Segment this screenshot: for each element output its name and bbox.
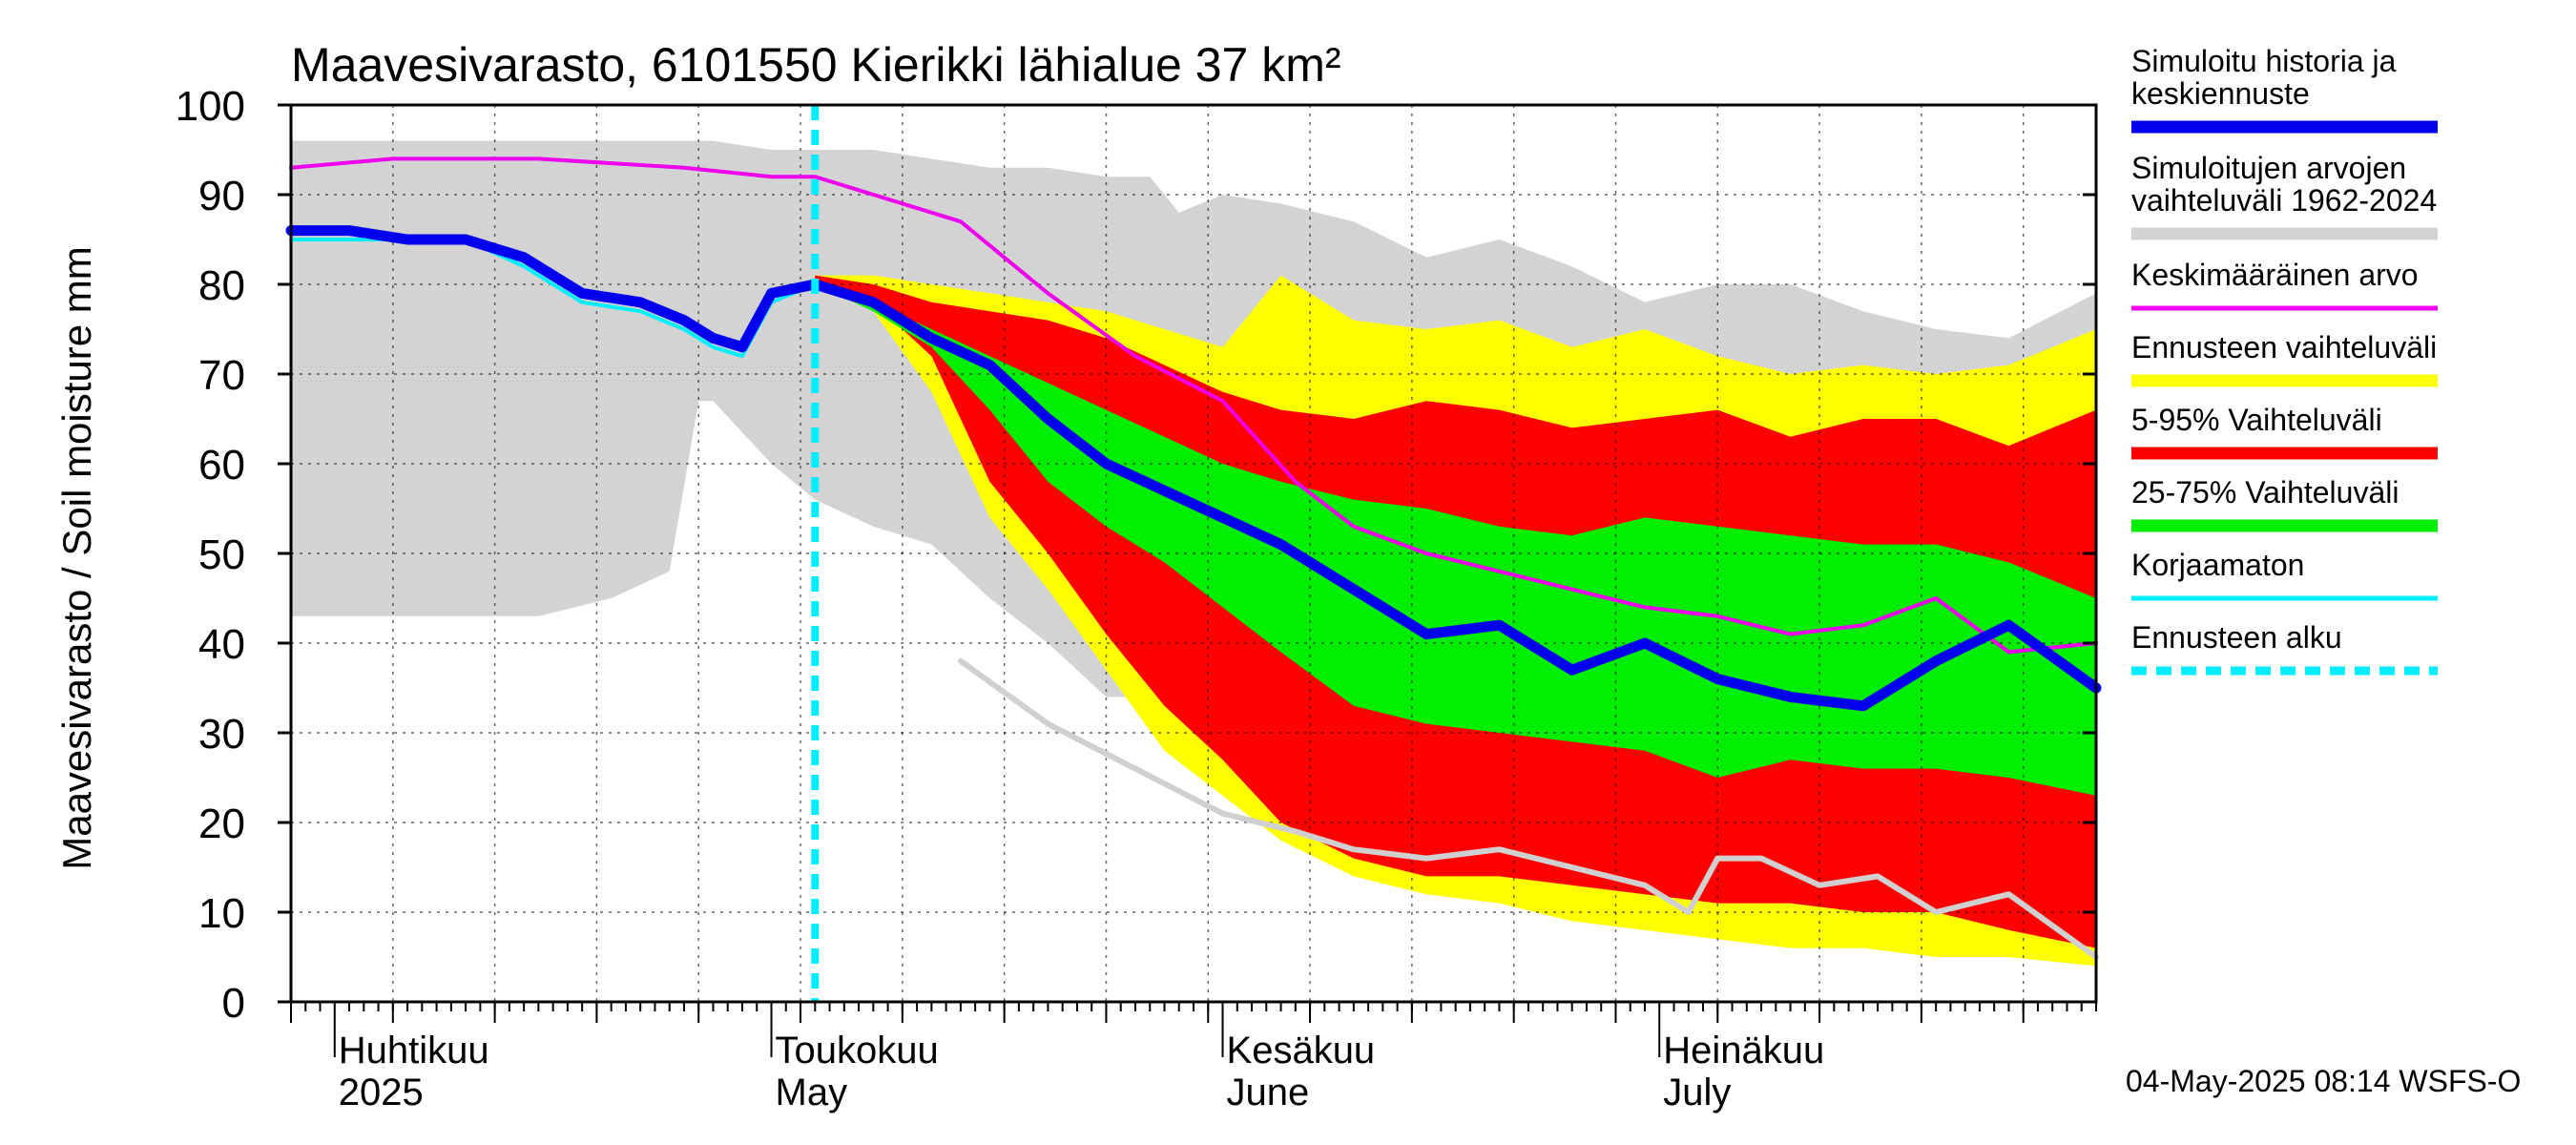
x-month-sublabel: June	[1227, 1072, 1310, 1114]
plot-area	[285, 105, 2102, 1002]
legend-label: Ennusteen vaihteluväli	[2131, 330, 2437, 364]
y-tick-label: 80	[198, 262, 245, 309]
mean-line	[289, 156, 2098, 655]
timestamp: 04-May-2025 08:14 WSFS-O	[2126, 1064, 2521, 1098]
y-tick-label: 100	[176, 83, 245, 130]
legend-label: vaihteluväli 1962-2024	[2131, 183, 2437, 218]
x-month-sublabel: July	[1663, 1072, 1731, 1114]
y-axis-label: Maavesivarasto / Soil moisture mm	[54, 246, 99, 870]
legend-label: keskiennuste	[2131, 76, 2310, 111]
legend-label: Simuloitujen arvojen	[2131, 151, 2406, 185]
legend-label: Korjaamaton	[2131, 548, 2304, 582]
y-tick-label: 90	[198, 173, 245, 219]
y-tick-label: 60	[198, 442, 245, 489]
x-month-label: Huhtikuu	[339, 1030, 489, 1072]
y-tick-label: 10	[198, 890, 245, 937]
simulated-line	[285, 225, 2102, 712]
y-tick-label: 40	[198, 621, 245, 668]
legend-label: 5-95% Vaihteluväli	[2131, 403, 2382, 437]
legend-label: Ennusteen alku	[2131, 620, 2342, 655]
y-tick-label: 30	[198, 711, 245, 758]
x-month-sublabel: May	[776, 1072, 848, 1114]
x-month-label: Kesäkuu	[1227, 1030, 1376, 1072]
x-month-label: Heinäkuu	[1663, 1030, 1824, 1072]
lower-range-line	[957, 657, 2099, 960]
y-tick-label: 50	[198, 531, 245, 578]
legend-label: Simuloitu historia ja	[2131, 44, 2397, 78]
x-month-label: Toukokuu	[776, 1030, 939, 1072]
p25-75-band	[815, 284, 2097, 796]
legend-label: 25-75% Vaihteluväli	[2131, 475, 2399, 510]
chart-title: Maavesivarasto, 6101550 Kierikki lähialu…	[291, 38, 1341, 92]
legend-label: Keskimääräinen arvo	[2131, 258, 2419, 292]
y-tick-label: 0	[222, 980, 245, 1027]
x-month-sublabel: 2025	[339, 1072, 424, 1114]
y-tick-label: 20	[198, 801, 245, 847]
y-tick-label: 70	[198, 352, 245, 399]
